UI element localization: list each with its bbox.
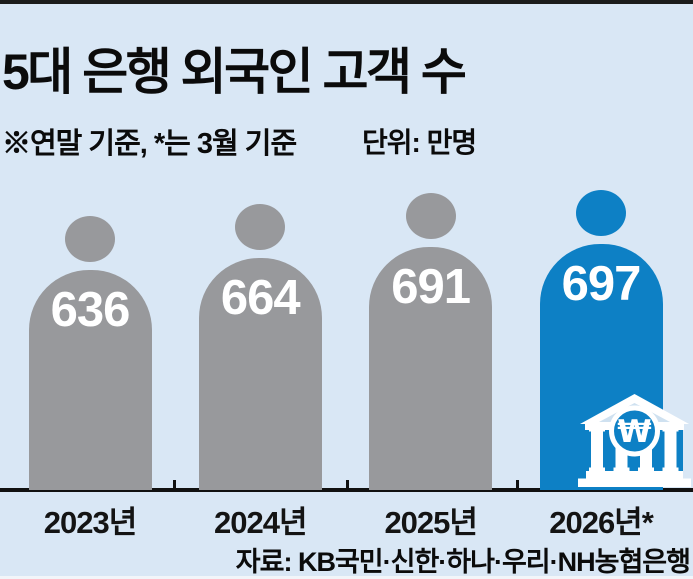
bottom-edge-strip	[0, 576, 693, 579]
x-tick-label: 2023년	[43, 505, 137, 540]
source-credit: 자료: KB국민·신한·하나·우리·NH농협은행	[235, 547, 691, 577]
person-head	[65, 216, 115, 262]
won-coin	[609, 405, 660, 457]
top-accent-bar	[0, 0, 693, 4]
page-title: 5대 은행 외국인 고객 수	[2, 44, 467, 100]
won-symbol: ₩	[617, 414, 651, 450]
person-figure-2025년: 691	[369, 193, 493, 490]
bank-column-1	[589, 428, 605, 471]
x-axis-tick	[515, 480, 519, 489]
person-figure-2024년: 664	[198, 204, 322, 490]
notes-row: ※연말 기준, *는 3월 기준 단위: 만명	[2, 120, 691, 160]
person-torso: 636	[28, 270, 152, 490]
unit-label: 단위: 만명	[362, 127, 477, 158]
footnote-basis: ※연말 기준, *는 3월 기준	[2, 128, 297, 160]
bank-step-lower	[578, 478, 691, 487]
x-tick-label: 2025년	[384, 505, 477, 540]
person-figure-2023년: 636	[28, 216, 152, 490]
bank-column-4	[662, 428, 679, 471]
bank-building-won-icon: ₩	[578, 394, 691, 487]
bank-step-upper	[586, 471, 683, 479]
x-tick-label: 2026년*	[549, 505, 654, 540]
x-axis-tick	[345, 480, 349, 489]
person-torso: 664	[198, 258, 322, 490]
person-head	[576, 190, 626, 236]
value-label: 664	[220, 271, 301, 325]
x-axis-tick	[172, 480, 176, 489]
value-label: 697	[561, 257, 642, 311]
x-tick-label: 2024년	[214, 505, 307, 540]
value-label: 691	[391, 260, 471, 314]
person-head	[405, 193, 456, 239]
value-label: 636	[50, 283, 131, 337]
person-torso: 691	[369, 247, 493, 490]
x-axis-line	[0, 488, 693, 492]
person-head	[235, 204, 286, 250]
